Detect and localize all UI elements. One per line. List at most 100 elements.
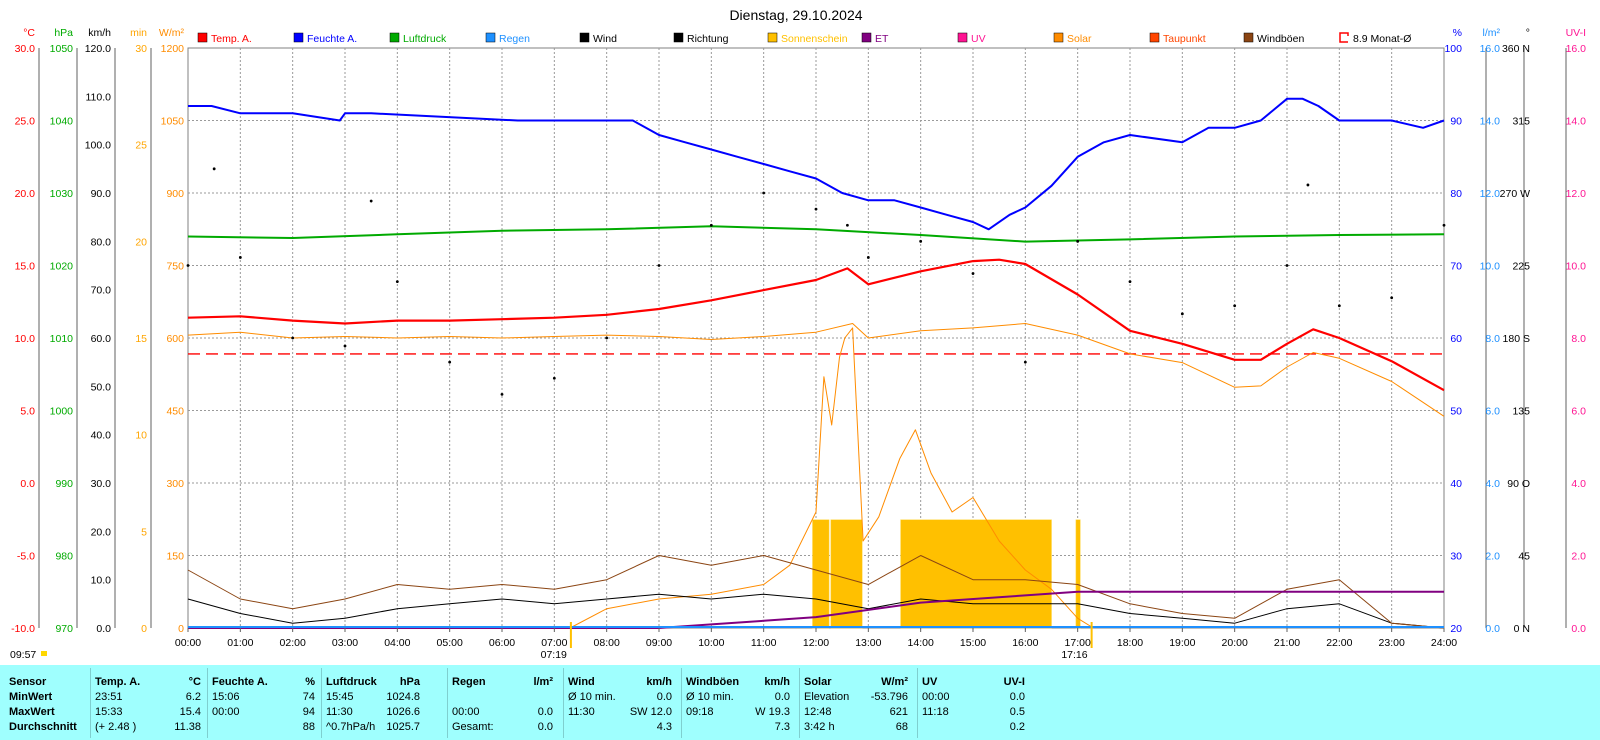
legend-label: Feuchte A. <box>307 33 357 45</box>
table-cell-time: 11:30 <box>326 706 353 718</box>
table-cell-time: 11:18 <box>922 706 949 718</box>
axis-tick-label: 120.0 <box>85 43 111 55</box>
axis-unit-label: hPa <box>54 27 73 39</box>
weather-chart: Dienstag, 29.10.2024 Temp. A. Feuchte A. L… <box>10 7 1586 661</box>
table-header-unit: °C <box>188 676 201 688</box>
x-tick-label: 01:00 <box>227 637 253 649</box>
table-cell-value: 1026.6 <box>386 706 420 718</box>
table-header-unit: W/m² <box>881 676 908 688</box>
axis-tick-label: 450 <box>166 406 184 418</box>
table-header: Sensor <box>9 676 47 688</box>
direction-point <box>846 223 849 227</box>
table-cell-time: 11:30 <box>568 706 595 718</box>
table-header-unit: l/m² <box>533 676 553 688</box>
axis-unit-label: km/h <box>88 27 111 39</box>
axis-tick-label: 10.0 <box>1566 261 1587 273</box>
direction-point <box>238 256 242 259</box>
legend-swatch <box>1149 32 1160 43</box>
axis-unit-label: l/m² <box>1483 27 1501 39</box>
direction-point <box>552 376 556 380</box>
axis-tick-label: 8.0 <box>1485 333 1500 345</box>
x-tick-label: 23:00 <box>1379 637 1405 649</box>
statistics-table: Sensor Temp. A. °C Feuchte A.% Luftdruck hPa R… <box>0 665 1600 740</box>
x-tick-label: 07:00 <box>541 637 567 649</box>
series-line-wind <box>187 593 1445 629</box>
axis-tick-label: 0 <box>141 623 147 635</box>
table-row-label: Durchschnitt <box>9 721 77 733</box>
table-cell-value: 1025.7 <box>386 721 420 733</box>
x-tick-label: 05:00 <box>437 637 463 649</box>
table-cell-value: 15.4 <box>179 706 201 718</box>
axis-tick-label: 8.0 <box>1571 333 1586 345</box>
x-tick-label: 14:00 <box>908 637 934 649</box>
direction-point <box>212 167 216 171</box>
table-cell-value: 1024.8 <box>386 691 420 703</box>
axis-tick-label: 80.0 <box>91 236 112 248</box>
axis-tick-label: 1000 <box>50 406 74 418</box>
chart-title: Dienstag, 29.10.2024 <box>729 7 862 23</box>
table-separator <box>90 668 91 738</box>
axis-unit-label: W/m² <box>159 27 185 39</box>
axis-tick-label: 4.0 <box>1485 478 1500 490</box>
table-cell-value: 7.3 <box>774 721 790 733</box>
axis-tick-label: 2.0 <box>1571 551 1586 563</box>
right-axes: 100 90 80 70 60 50 40 30 20% 16.0 14.0 12.0 10.0 8.0 6… <box>1444 27 1586 635</box>
axis-tick-label: 6.0 <box>1485 406 1500 418</box>
axis-tick-label: 980 <box>55 551 73 563</box>
axis-tick-label: 12.0 <box>1566 188 1587 200</box>
axis-tick-label: 1030 <box>50 188 74 200</box>
axis-tick-label: 180 S <box>1503 333 1530 345</box>
table-cell-time: 12:48 <box>804 706 832 718</box>
table-cell-time: 15:33 <box>95 706 123 718</box>
table-cell-time: Gesamt: <box>452 721 494 733</box>
table-separator <box>321 668 322 738</box>
sunshine-bar <box>900 519 1052 629</box>
table-cell-time: 3:42 h <box>804 721 835 733</box>
legend-swatch <box>485 32 496 43</box>
axis-tick-label: 315 <box>1512 116 1530 128</box>
axis-tick-label: 25 <box>135 140 147 152</box>
x-tick-label: 17:00 <box>1065 637 1091 649</box>
sunshine-bar <box>812 519 830 629</box>
axis-tick-label: 1050 <box>161 116 185 128</box>
table-header-unit: km/h <box>646 676 672 688</box>
axis-tick-label: 90.0 <box>91 188 112 200</box>
axis-tick-label: 135 <box>1512 406 1530 418</box>
current-time-marker <box>41 651 47 656</box>
axis-tick-label: 5.0 <box>20 406 35 418</box>
table-separator <box>681 668 682 738</box>
series-line-luftdruck <box>187 225 1445 243</box>
x-tick-label: 10:00 <box>698 637 724 649</box>
axis-tick-label: 1040 <box>50 116 74 128</box>
axis-tick-label: 70 <box>1450 261 1462 273</box>
table-header-unit: UV-I <box>1003 676 1025 688</box>
x-tick-label: 16:00 <box>1012 637 1038 649</box>
direction-point <box>1023 360 1027 364</box>
axis-tick-label: 30.0 <box>91 478 112 490</box>
legend-swatch <box>579 32 590 43</box>
direction-point <box>919 239 923 243</box>
time-markers: 09:57 07:19 17:16 <box>10 622 1093 661</box>
x-tick-label: 13:00 <box>855 637 881 649</box>
legend-label: ET <box>875 33 889 45</box>
axis-tick-label: 20.0 <box>91 526 112 538</box>
legend-swatch <box>767 32 778 43</box>
legend-label: Richtung <box>687 33 729 45</box>
legend-label: Taupunkt <box>1163 33 1206 45</box>
x-tick-label: 08:00 <box>594 637 620 649</box>
direction-point <box>866 256 870 259</box>
legend-swatch <box>861 32 872 43</box>
direction-point <box>1128 280 1132 284</box>
direction-point <box>1076 239 1080 243</box>
axis-unit-label: ° <box>1526 27 1530 39</box>
table-cell-value: 0.0 <box>537 706 553 718</box>
axis-tick-label: 150 <box>166 551 184 563</box>
direction-point <box>1390 296 1394 300</box>
table-cell-value: 0.0 <box>1009 691 1025 703</box>
table-row-label: MaxWert <box>9 706 55 718</box>
sunrise-label: 07:19 <box>541 649 567 661</box>
legend-swatch <box>673 32 684 43</box>
axis-unit-label: UV-I <box>1566 27 1586 39</box>
table-row-label: MinWert <box>9 691 53 703</box>
x-tick-label: 11:00 <box>751 637 777 649</box>
